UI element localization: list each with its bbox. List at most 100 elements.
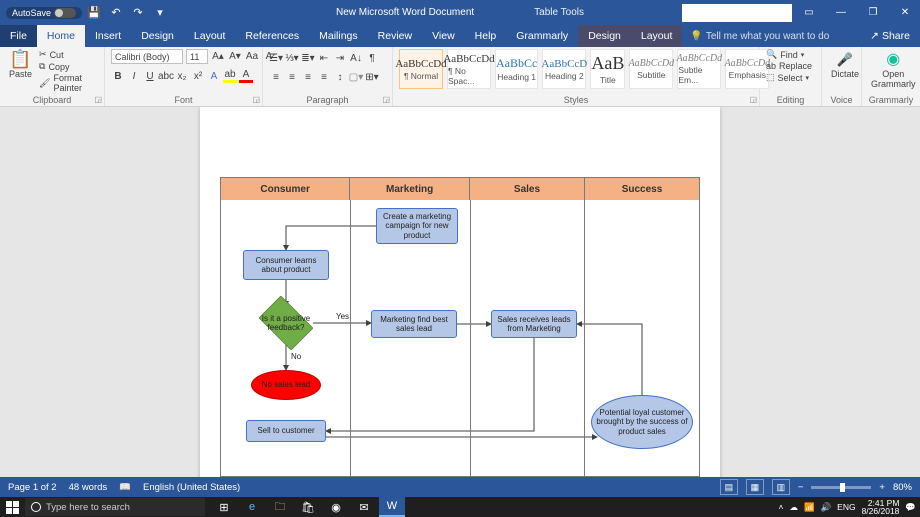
superscript-button[interactable]: x² (191, 69, 205, 83)
word-count[interactable]: 48 words (69, 482, 108, 493)
ribbon-options-icon[interactable]: ▭ (794, 0, 824, 25)
show-marks-button[interactable]: ¶ (365, 51, 379, 65)
word-icon[interactable]: W (379, 497, 405, 517)
minimize-icon[interactable]: — (826, 0, 856, 25)
tell-me-box[interactable]: 💡Tell me what you want to do (682, 25, 837, 47)
mail-icon[interactable]: ✉ (351, 497, 377, 517)
zoom-level[interactable]: 80% (893, 482, 912, 493)
page-indicator[interactable]: Page 1 of 2 (8, 482, 57, 493)
input-lang[interactable]: ENG (837, 502, 855, 512)
bullets-button[interactable]: ☰▾ (269, 51, 283, 65)
grow-font-icon[interactable]: A▴ (211, 50, 225, 64)
volume-icon[interactable]: 🔊 (821, 502, 832, 513)
dictate-button[interactable]: 🎤 Dictate (828, 49, 862, 82)
network-icon[interactable]: 📶 (804, 502, 815, 513)
format-painter-button[interactable]: 🖌Format Painter (39, 73, 98, 93)
zoom-out-button[interactable]: − (798, 482, 804, 493)
cut-button[interactable]: ✂Cut (39, 49, 98, 60)
tab-table-design[interactable]: Design (578, 25, 631, 47)
dialog-launcher-icon[interactable]: ◲ (749, 95, 757, 104)
read-mode-button[interactable]: ▤ (720, 479, 738, 495)
node-decision[interactable]: Is it a positive feedback? (251, 298, 321, 348)
save-icon[interactable]: 💾 (84, 3, 104, 23)
change-case-icon[interactable]: Aa (245, 50, 259, 64)
copy-button[interactable]: ⧉Copy (39, 61, 98, 72)
numbering-button[interactable]: ⅓▾ (285, 51, 299, 65)
italic-button[interactable]: I (127, 69, 141, 83)
dialog-launcher-icon[interactable]: ◲ (94, 95, 102, 104)
node-learns[interactable]: Consumer learns about product (243, 250, 329, 280)
autosave-pill[interactable] (54, 8, 76, 18)
style-subtitle[interactable]: AaBbCcDdSubtitle (629, 49, 673, 89)
find-button[interactable]: 🔍Find ▾ (766, 49, 812, 60)
title-search-box[interactable] (682, 4, 792, 22)
shrink-font-icon[interactable]: A▾ (228, 50, 242, 64)
zoom-in-button[interactable]: + (879, 482, 885, 493)
tab-help[interactable]: Help (465, 25, 507, 47)
tray-chevron-icon[interactable]: ˄ (779, 502, 784, 512)
tab-design[interactable]: Design (131, 25, 184, 47)
style-title[interactable]: AaBTitle (590, 49, 625, 89)
increase-indent-button[interactable]: ⇥ (333, 51, 347, 65)
justify-button[interactable]: ≡ (317, 70, 331, 84)
tab-grammarly[interactable]: Grammarly (506, 25, 578, 47)
line-spacing-button[interactable]: ↕ (333, 70, 347, 84)
node-sell[interactable]: Sell to customer (246, 420, 326, 442)
node-find-lead[interactable]: Marketing find best sales lead (371, 310, 457, 338)
redo-icon[interactable]: ↷ (128, 3, 148, 23)
style--normal[interactable]: AaBbCcDd¶ Normal (399, 49, 443, 89)
onedrive-icon[interactable]: ☁ (789, 502, 798, 513)
align-left-button[interactable]: ≡ (269, 70, 283, 84)
edge-icon[interactable]: e (239, 497, 265, 517)
subscript-button[interactable]: x₂ (175, 69, 189, 83)
print-layout-button[interactable]: ▦ (746, 479, 764, 495)
qat-customize-icon[interactable]: ▾ (150, 3, 170, 23)
tab-layout[interactable]: Layout (184, 25, 236, 47)
undo-icon[interactable]: ↶ (106, 3, 126, 23)
strike-button[interactable]: abc (159, 69, 173, 83)
borders-button[interactable]: ⊞▾ (365, 70, 379, 84)
tab-file[interactable]: File (0, 25, 37, 47)
proofing-icon[interactable]: 📖 (119, 482, 131, 493)
replace-button[interactable]: abReplace (766, 61, 812, 71)
explorer-icon[interactable]: 🗀 (267, 497, 293, 517)
font-name-select[interactable]: Calibri (Body) (111, 49, 183, 64)
style-subtle-em-[interactable]: AaBbCcDdSubtle Em... (677, 49, 721, 89)
decrease-indent-button[interactable]: ⇤ (317, 51, 331, 65)
taskbar-search[interactable]: Type here to search (25, 498, 205, 516)
document-page[interactable]: ConsumerMarketingSalesSuccess Create a m… (200, 107, 720, 477)
dialog-launcher-icon[interactable]: ◲ (252, 95, 260, 104)
style--no-spac-[interactable]: AaBbCcDd¶ No Spac... (447, 49, 491, 89)
dialog-launcher-icon[interactable]: ◲ (382, 95, 390, 104)
text-effects-button[interactable]: A (207, 69, 221, 83)
tab-mailings[interactable]: Mailings (309, 25, 368, 47)
maximize-icon[interactable]: ❐ (858, 0, 888, 25)
font-color-button[interactable]: A (239, 69, 253, 83)
language-indicator[interactable]: English (United States) (143, 482, 240, 493)
zoom-slider[interactable] (811, 486, 871, 489)
clock[interactable]: 2:41 PM 8/26/2018 (862, 499, 900, 516)
tab-view[interactable]: View (422, 25, 465, 47)
store-icon[interactable]: 🛍 (295, 497, 321, 517)
highlight-button[interactable]: ab (223, 69, 237, 83)
close-icon[interactable]: ✕ (890, 0, 920, 25)
notifications-icon[interactable]: 💬 (905, 502, 916, 513)
grammarly-button[interactable]: ◉ Open Grammarly (868, 49, 919, 92)
select-button[interactable]: ⬚Select ▾ (766, 72, 812, 83)
node-no-lead[interactable]: No sales lead (251, 370, 321, 400)
font-size-select[interactable]: 11 (186, 49, 208, 64)
align-right-button[interactable]: ≡ (301, 70, 315, 84)
bold-button[interactable]: B (111, 69, 125, 83)
node-potential[interactable]: Potential loyal customer brought by the … (591, 395, 693, 449)
style-heading-[interactable]: AaBbCcHeading 1 (495, 49, 538, 89)
paste-button[interactable]: 📋 Paste (6, 49, 35, 82)
share-button[interactable]: ↗Share (860, 25, 920, 47)
tab-table-layout[interactable]: Layout (631, 25, 683, 47)
style-heading-[interactable]: AaBbCcDHeading 2 (542, 49, 586, 89)
node-create-campaign[interactable]: Create a marketing campaign for new prod… (376, 208, 458, 244)
underline-button[interactable]: U (143, 69, 157, 83)
tab-home[interactable]: Home (37, 25, 85, 47)
start-button[interactable] (0, 497, 24, 517)
autosave-toggle[interactable]: AutoSave (6, 7, 82, 19)
web-layout-button[interactable]: ▥ (772, 479, 790, 495)
